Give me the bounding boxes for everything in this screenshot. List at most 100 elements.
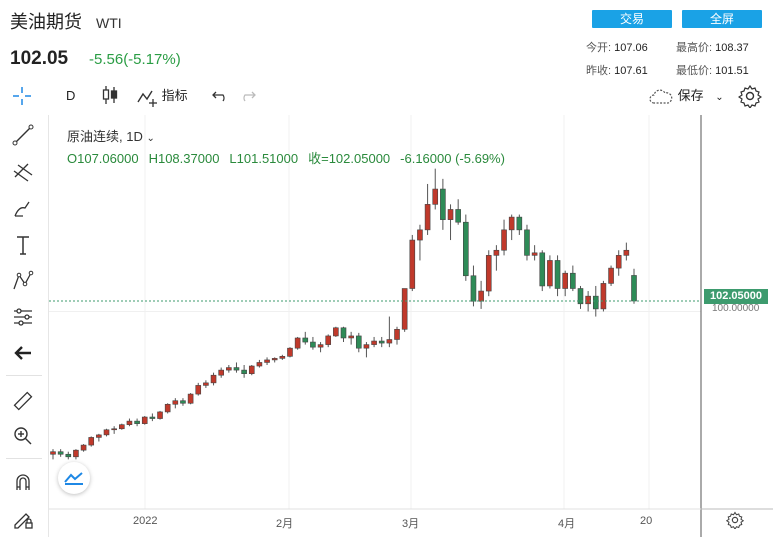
candle-body [539, 252, 546, 287]
candle-body [203, 382, 209, 386]
candle-body [325, 335, 332, 345]
candle-body [608, 267, 614, 284]
candle-body [195, 385, 202, 395]
candle-body [463, 221, 469, 277]
interval-selector[interactable]: D [66, 88, 76, 103]
candle-body [409, 239, 416, 289]
candle-body [585, 295, 591, 305]
candle-body [600, 283, 607, 310]
cloud-icon [649, 89, 673, 104]
drawing-toolbar [0, 115, 49, 537]
stat-prev-close: 昨收: 107.61 [586, 65, 648, 77]
candle-body [348, 335, 354, 339]
x-label-apr: 4月 [558, 518, 576, 530]
candle-body [248, 365, 255, 374]
indicators-icon [137, 90, 157, 107]
candle-body [531, 252, 538, 256]
axis-settings-icon[interactable] [725, 511, 745, 534]
candle-body [279, 356, 286, 359]
candle-body [264, 359, 270, 363]
trend-line-icon[interactable] [10, 123, 36, 147]
fullscreen-button[interactable]: 全屏 [682, 10, 762, 28]
undo-icon[interactable] [212, 84, 230, 108]
legend-open: O107.06000 [67, 151, 139, 166]
x-label-20: 20 [640, 515, 653, 527]
stat-open: 今开: 107.06 [586, 42, 648, 54]
candle-body [570, 272, 576, 289]
x-label-feb: 2月 [276, 518, 294, 530]
settings-icon[interactable] [737, 84, 763, 110]
legend-high: H108.37000 [148, 151, 220, 166]
candle-body [317, 344, 324, 348]
redo-icon[interactable] [238, 84, 256, 108]
candle-body [455, 209, 461, 223]
candle-body [187, 393, 194, 404]
legend-low: L101.51000 [229, 151, 299, 166]
pattern-icon[interactable] [10, 269, 36, 293]
candle-body [424, 204, 431, 231]
candle-body [226, 367, 232, 371]
lock-pencil-icon[interactable] [10, 507, 36, 531]
candle-body [432, 188, 439, 205]
chart-symbol-label[interactable]: 原油连续, 1D ⌄ [67, 129, 155, 144]
candle-body [554, 260, 561, 289]
candle-body [256, 362, 263, 367]
back-arrow-icon[interactable] [10, 341, 36, 365]
zoom-in-icon[interactable] [10, 424, 36, 448]
candle-body [241, 369, 247, 374]
candle-body [271, 358, 278, 361]
candle-body [447, 209, 454, 220]
candle-body [577, 288, 584, 305]
candle-body [378, 340, 385, 344]
candle-body [233, 367, 240, 371]
candle-body [355, 335, 362, 349]
candle-body [493, 249, 500, 256]
candle-body [516, 216, 523, 231]
candle-body [65, 453, 72, 458]
candle-body [371, 340, 377, 345]
candle-body [164, 403, 171, 413]
candle-body [562, 272, 568, 289]
candle-body [615, 255, 622, 269]
candle-body [80, 444, 87, 451]
trade-button[interactable]: 交易 [592, 10, 672, 28]
candle-body [73, 449, 79, 458]
candle-body [134, 420, 140, 424]
candle-body [333, 327, 339, 337]
candle-body [119, 424, 125, 430]
ruler-icon[interactable] [10, 389, 36, 413]
tradingview-logo-icon[interactable] [58, 462, 90, 494]
candle-body [524, 229, 530, 256]
legend-close: 收=102.05000 [308, 151, 391, 166]
fib-icon[interactable] [10, 160, 36, 184]
candle-body [592, 295, 599, 310]
candle-body [631, 275, 637, 302]
stat-high: 最高价: 108.37 [676, 42, 749, 54]
current-price: 102.05 [10, 48, 69, 69]
price-chart[interactable] [49, 115, 773, 537]
candle-body [50, 451, 56, 455]
candle-body [363, 344, 370, 349]
forecast-icon[interactable] [10, 305, 36, 329]
candle-body [302, 337, 309, 343]
candle-body [401, 288, 408, 330]
text-icon[interactable] [10, 233, 36, 257]
candle-body [478, 290, 484, 302]
candle-body [440, 188, 446, 220]
candlestick-type-icon[interactable] [100, 84, 120, 108]
candle-body [501, 229, 507, 251]
save-button[interactable]: 保存 ⌄ [648, 84, 724, 108]
brush-icon[interactable] [10, 197, 36, 221]
candle-body [141, 416, 148, 424]
candle-body [111, 428, 117, 431]
candle-body [340, 327, 347, 339]
crosshair-icon[interactable] [10, 84, 36, 108]
candle-body [294, 337, 301, 349]
magnet-icon[interactable] [10, 471, 36, 495]
candle-body [417, 229, 423, 241]
chevron-down-icon: ⌄ [715, 92, 724, 103]
indicators-button[interactable]: 指标 [136, 84, 188, 108]
candle-body [485, 255, 492, 292]
candle-body [386, 339, 393, 344]
candle-body [287, 347, 293, 357]
